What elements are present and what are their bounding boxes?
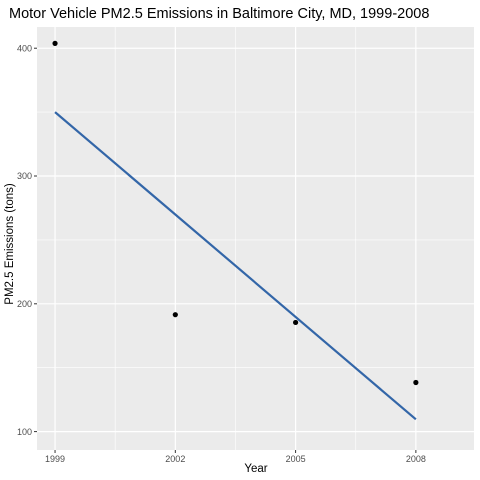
y-tick-label: 400 xyxy=(17,43,32,53)
data-points xyxy=(52,40,419,386)
data-point xyxy=(172,312,178,318)
x-tick-label: 2008 xyxy=(406,454,426,464)
y-tick-label: 100 xyxy=(17,427,32,437)
x-tick-label: 1999 xyxy=(45,454,65,464)
y-axis-title: PM2.5 Emissions (tons) xyxy=(4,183,16,305)
x-axis-title: Year xyxy=(244,463,267,475)
chart-title: Motor Vehicle PM2.5 Emissions in Baltimo… xyxy=(9,6,429,22)
data-point xyxy=(413,379,419,386)
y-tick-label: 200 xyxy=(17,299,32,309)
minor-gridlines xyxy=(37,27,474,450)
trend-line-layer xyxy=(54,111,417,421)
plot-panel xyxy=(37,27,474,450)
x-tick-label: 2002 xyxy=(165,454,185,464)
data-point xyxy=(52,40,58,46)
axis-ticks xyxy=(34,47,417,453)
trend-line xyxy=(54,111,417,421)
tick-labels: 100 200 300 400 1999 2002 2005 2008 xyxy=(17,43,426,464)
x-tick-label: 2005 xyxy=(286,454,306,464)
y-tick-label: 300 xyxy=(17,171,32,181)
data-point xyxy=(292,319,299,326)
major-gridlines xyxy=(37,27,474,450)
